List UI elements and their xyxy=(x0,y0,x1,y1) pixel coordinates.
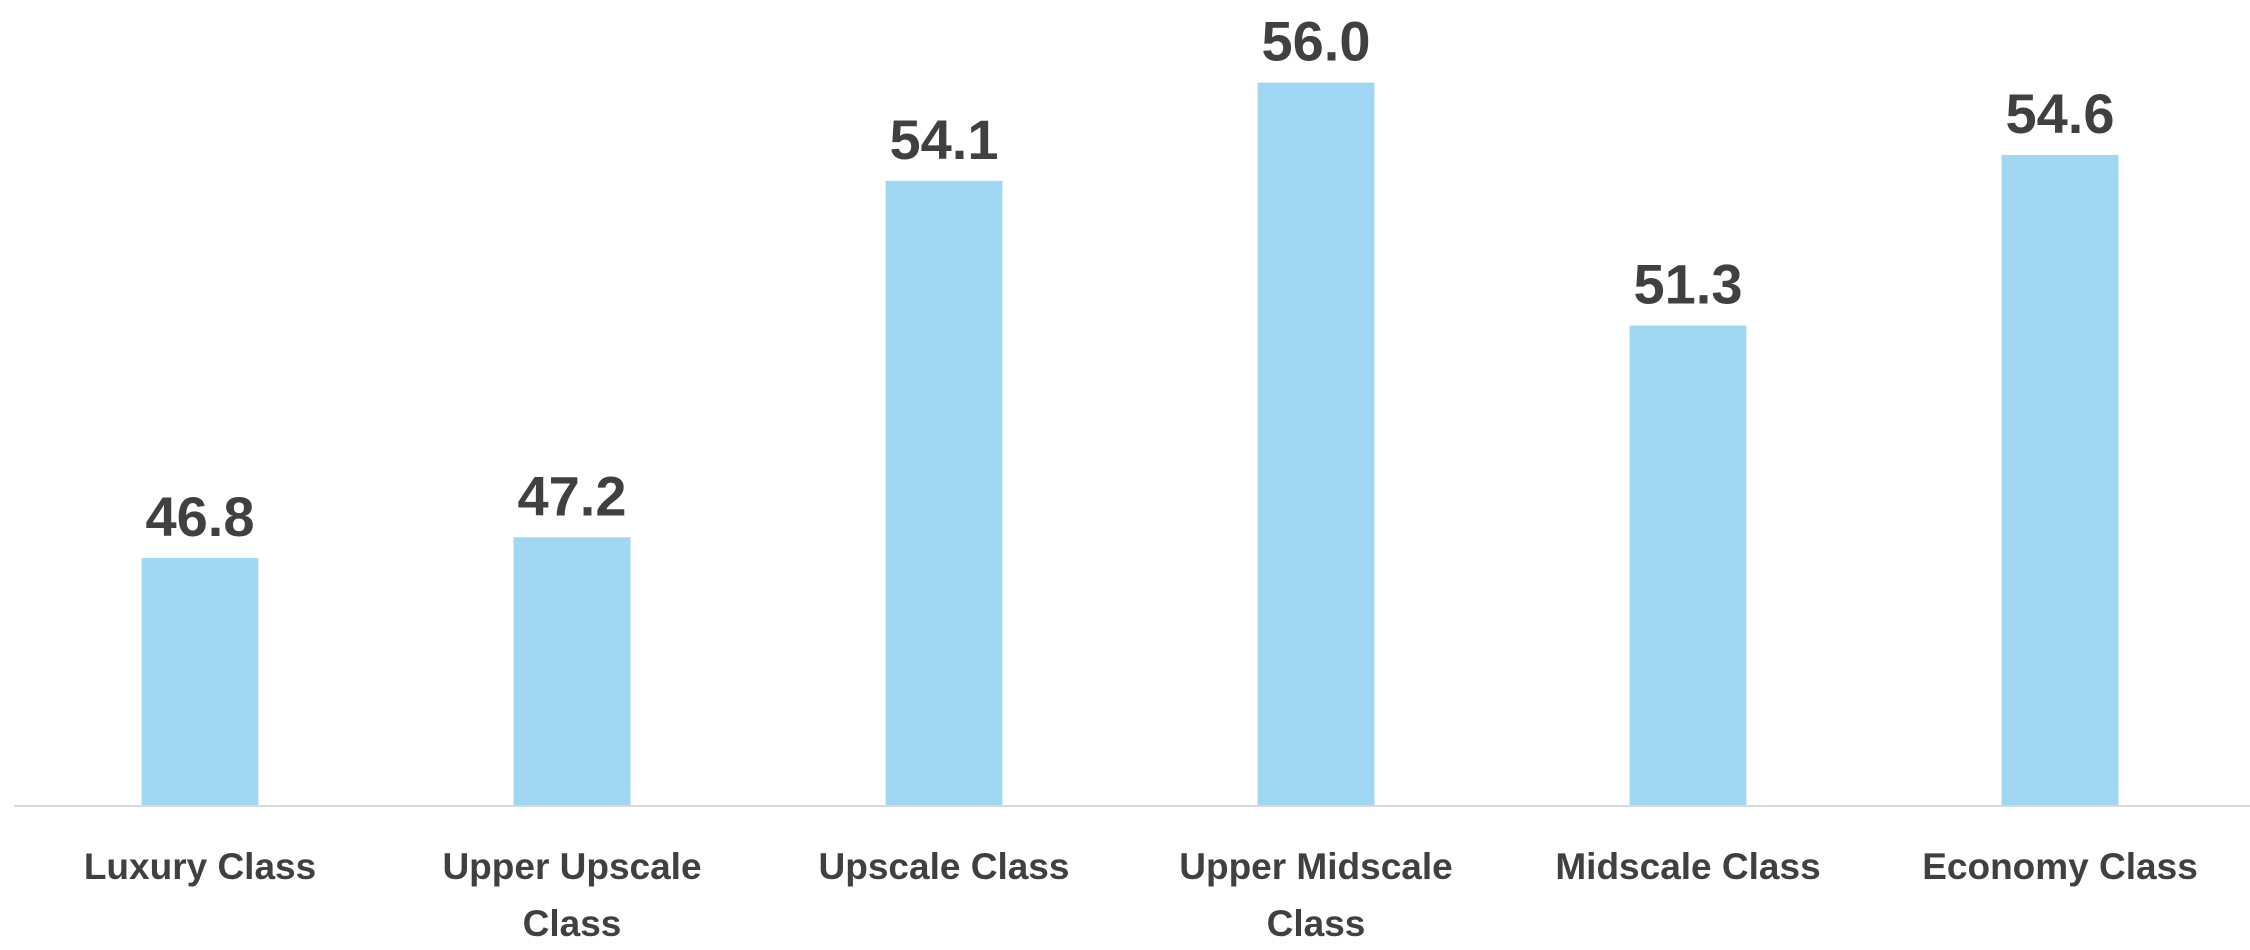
value-label: 51.3 xyxy=(1634,253,1743,316)
bar xyxy=(885,180,1003,807)
x-tick-label: Upscale Class xyxy=(818,846,1070,887)
bar xyxy=(1629,325,1747,806)
bar xyxy=(2001,155,2119,806)
x-tick-label: Economy Class xyxy=(1922,846,2198,887)
bar xyxy=(1257,82,1375,806)
bar xyxy=(513,537,631,806)
value-label: 46.8 xyxy=(146,485,255,548)
x-tick-label: Midscale Class xyxy=(1555,846,1821,887)
bar xyxy=(141,558,259,806)
value-label: 54.6 xyxy=(2006,82,2115,145)
x-tick-label: Upper Upscale Class xyxy=(442,846,702,944)
x-tick-label: Luxury Class xyxy=(83,846,317,887)
value-label: 56.0 xyxy=(1262,10,1371,73)
value-label: 54.1 xyxy=(890,108,999,171)
value-label: 47.2 xyxy=(518,464,627,527)
x-tick-label: Upper Midscale Class xyxy=(1179,846,1453,944)
